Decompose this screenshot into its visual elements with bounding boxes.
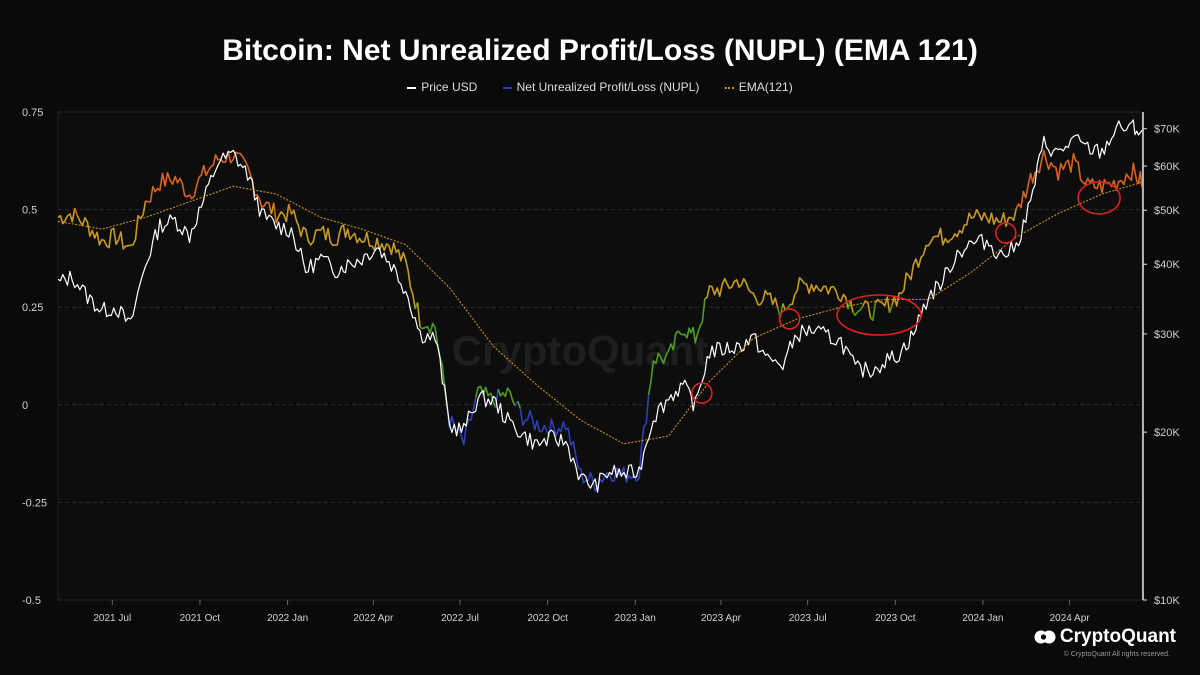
nupl-series-line xyxy=(76,200,147,250)
y-right-tick-label: $40K xyxy=(1154,259,1180,271)
nupl-series-line xyxy=(1015,149,1143,209)
legend-item-nupl[interactable]: Net Unrealized Profit/Loss (NUPL) xyxy=(502,80,700,94)
nupl-series-line xyxy=(852,305,864,317)
x-tick-label: 2021 Jul xyxy=(93,613,131,624)
nupl-series-line xyxy=(874,296,891,313)
nupl-series-line xyxy=(419,322,448,407)
y-right-tick-label: $60K xyxy=(1154,161,1180,173)
x-tick-label: 2023 Apr xyxy=(701,613,742,624)
brand-name: CryptoQuant xyxy=(1059,626,1176,647)
annotation-ellipse xyxy=(836,294,922,336)
nupl-series-line xyxy=(519,394,650,492)
y-left-tick-label: 0.75 xyxy=(22,107,43,119)
legend-swatch-ema xyxy=(724,86,734,89)
x-tick-label: 2021 Oct xyxy=(180,613,221,624)
y-left-tick-label: 0 xyxy=(22,400,28,412)
nupl-series-line xyxy=(288,203,293,215)
watermark: CryptoQuant xyxy=(452,327,709,374)
legend-label-nupl: Net Unrealized Profit/Loss (NUPL) xyxy=(516,80,700,94)
y-left-tick-label: -0.5 xyxy=(22,595,41,607)
nupl-series-line xyxy=(647,298,706,396)
y-left-tick-label: -0.25 xyxy=(22,497,47,509)
cryptoquant-logo-icon xyxy=(1034,630,1056,644)
price-series-line xyxy=(57,119,1143,493)
nupl-series-line xyxy=(74,207,79,216)
x-tick-label: 2023 Jul xyxy=(789,613,827,624)
nupl-series-line xyxy=(869,302,877,322)
annotation-circle xyxy=(994,222,1017,244)
y-left-tick-label: 0.5 xyxy=(22,205,37,217)
nupl-series-line xyxy=(494,388,499,409)
nupl-series-line xyxy=(517,400,522,409)
x-tick-label: 2024 Jan xyxy=(962,613,1003,624)
legend-swatch-price xyxy=(407,86,417,89)
nupl-series-line xyxy=(273,202,277,224)
x-tick-label: 2024 Apr xyxy=(1050,613,1091,624)
x-tick-label: 2022 Jul xyxy=(441,613,479,624)
y-right-tick-label: $10K xyxy=(1154,595,1180,607)
copyright-text: © CryptoQuant All rights reserved. xyxy=(1063,651,1170,658)
annotation-ellipse xyxy=(1077,181,1121,215)
nupl-series-line xyxy=(275,203,290,224)
x-tick-label: 2022 Oct xyxy=(527,613,568,624)
brand-logo: CryptoQuant xyxy=(1034,626,1176,648)
nupl-series-line xyxy=(290,209,416,310)
x-tick-label: 2023 Oct xyxy=(875,613,916,624)
y-right-tick-label: $50K xyxy=(1154,205,1180,217)
plot-area xyxy=(57,111,1143,601)
nupl-series-line xyxy=(446,397,477,446)
nupl-series-line xyxy=(849,299,854,313)
legend-label-price: Price USD xyxy=(421,80,478,94)
chart-title: Bitcoin: Net Unrealized Profit/Loss (NUP… xyxy=(222,34,978,67)
nupl-series-line xyxy=(416,302,421,328)
ema-series-line xyxy=(57,181,1143,445)
legend-swatch-nupl xyxy=(502,86,512,89)
y-right-tick-label: $70K xyxy=(1154,124,1180,136)
nupl-series-line xyxy=(145,150,273,215)
nupl-series-line xyxy=(891,207,1018,307)
x-tick-label: 2022 Jan xyxy=(267,613,308,624)
legend-label-ema: EMA(121) xyxy=(738,80,793,94)
annotation-circle xyxy=(778,308,801,330)
nupl-series-line xyxy=(704,277,779,309)
chart-legend: Price USD Net Unrealized Profit/Loss (NU… xyxy=(0,80,1200,94)
legend-item-price[interactable]: Price USD xyxy=(407,80,477,94)
y-right-tick-label: $20K xyxy=(1154,427,1180,439)
x-tick-label: 2023 Jan xyxy=(615,613,656,624)
nupl-series-line xyxy=(782,303,787,311)
nupl-series-line xyxy=(789,276,849,310)
legend-item-ema[interactable]: EMA(121) xyxy=(724,80,793,94)
annotation-circle xyxy=(691,382,713,404)
y-right-tick-label: $30K xyxy=(1154,329,1180,341)
y-left-tick-label: 0.25 xyxy=(22,302,43,314)
x-tick-label: 2022 Apr xyxy=(353,613,394,624)
nupl-series-line xyxy=(888,304,893,313)
nupl-series-line xyxy=(57,207,76,225)
nupl-series-line xyxy=(497,387,516,407)
